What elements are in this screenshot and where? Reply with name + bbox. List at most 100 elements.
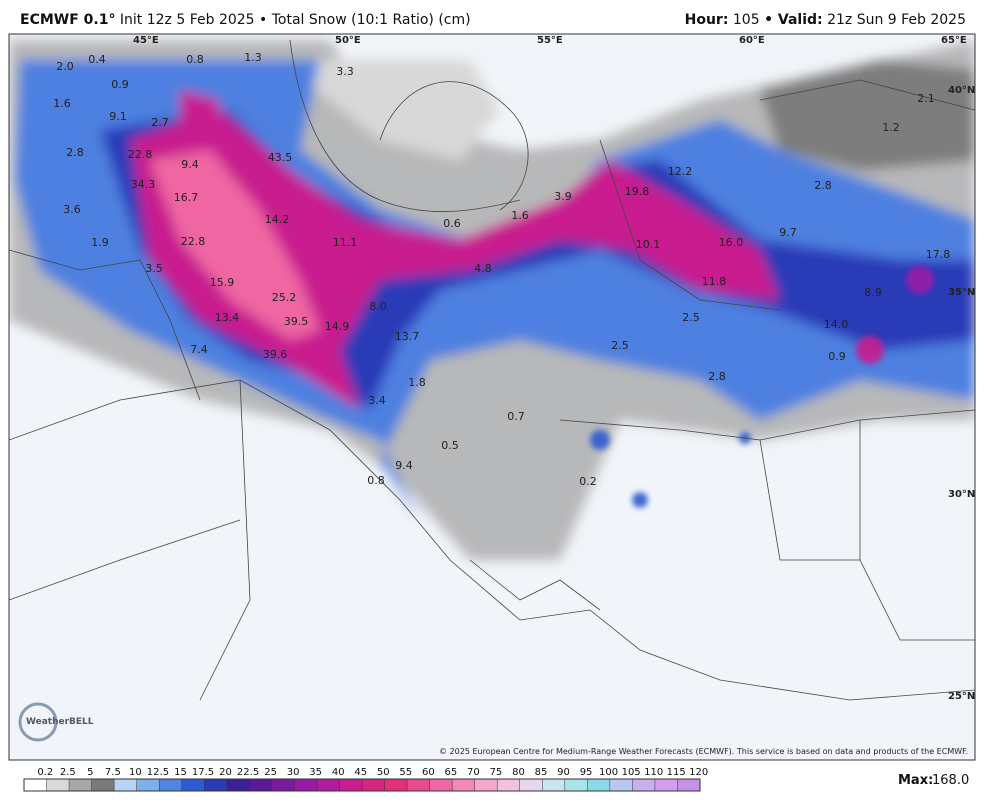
snow-label: 9.7 [779, 226, 797, 239]
colorbar-label: 30 [287, 767, 300, 778]
snow-label: 22.8 [181, 235, 206, 248]
snow-label: 1.2 [882, 121, 900, 134]
colorbar-swatch [632, 779, 656, 791]
colorbar-swatch [429, 779, 453, 791]
snow-label: 2.0 [56, 60, 74, 73]
colorbar-label: 70 [467, 767, 480, 778]
colorbar-label: 110 [644, 767, 663, 778]
colorbar-swatch [226, 779, 250, 791]
colorbar-label: 17.5 [192, 767, 214, 778]
snow-label: 2.8 [814, 179, 832, 192]
colorbar-swatch [69, 779, 93, 791]
snow-label: 1.6 [53, 97, 71, 110]
colorbar-label: 45 [354, 767, 367, 778]
colorbar-label: 7.5 [105, 767, 121, 778]
snow-label: 1.6 [511, 209, 529, 222]
snow-label: 3.9 [554, 190, 572, 203]
copyright: © 2025 European Centre for Medium-Range … [439, 747, 968, 756]
snow-label: 0.8 [367, 474, 385, 487]
colorbar-swatch [542, 779, 566, 791]
snow-label: 0.4 [88, 53, 106, 66]
lon-label: 60°E [739, 35, 765, 46]
snow-label: 3.6 [63, 203, 81, 216]
colorbar-swatch [474, 779, 498, 791]
colorbar-label: 22.5 [237, 767, 259, 778]
snow-label: 8.0 [369, 300, 387, 313]
colorbar-label: 80 [512, 767, 525, 778]
lat-label: 30°N [948, 489, 975, 500]
snow-label: 1.8 [408, 376, 426, 389]
snow-label: 2.5 [611, 339, 629, 352]
snow-label: 9.1 [109, 110, 127, 123]
colorbar-swatch [384, 779, 408, 791]
logo: WeatherBELL [18, 702, 94, 742]
colorbar-swatch [654, 779, 678, 791]
colorbar-label: 65 [444, 767, 457, 778]
colorbar-swatch [362, 779, 386, 791]
snow-field [9, 40, 975, 560]
colorbar-label: 40 [332, 767, 345, 778]
snow-label: 2.7 [151, 116, 169, 129]
snow-label: 17.8 [926, 248, 951, 261]
colorbar-swatch [159, 779, 183, 791]
snow-label: 0.7 [507, 410, 525, 423]
colorbar-label: 12.5 [147, 767, 169, 778]
snow-label: 3.4 [368, 394, 386, 407]
init: Init 12z 5 Feb 2025 [119, 12, 255, 28]
colorbar-swatch [24, 779, 48, 791]
product: • Total Snow (10:1 Ratio) (cm) [259, 12, 471, 28]
lon-label: 45°E [133, 35, 159, 46]
lat-label: 25°N [948, 691, 975, 702]
colorbar-swatch [407, 779, 431, 791]
colorbar-label: 15 [174, 767, 187, 778]
colorbar-swatch [294, 779, 318, 791]
colorbar-label: 120 [689, 767, 708, 778]
snow-label: 43.5 [268, 151, 293, 164]
colorbar-swatch [587, 779, 611, 791]
snow-label: 34.3 [131, 178, 156, 191]
snow-label: 13.7 [395, 330, 420, 343]
model: ECMWF 0.1° [20, 12, 116, 28]
colorbar-swatch [91, 779, 115, 791]
colorbar-label: 10 [129, 767, 142, 778]
lon-label: 55°E [537, 35, 563, 46]
snow-label: 0.5 [441, 439, 459, 452]
hour: 105 [732, 12, 760, 28]
snow-label: 0.8 [186, 53, 204, 66]
snow-label: 14.0 [824, 318, 849, 331]
snow-label: 22.8 [128, 148, 153, 161]
snow-label: 1.3 [244, 51, 262, 64]
colorbar-swatch [452, 779, 476, 791]
snow-label: 0.9 [828, 350, 846, 363]
colorbar-swatch [204, 779, 228, 791]
colorbar-label: 60 [422, 767, 435, 778]
colorbar-swatch [564, 779, 588, 791]
valid: 21z Sun 9 Feb 2025 [827, 12, 966, 28]
colorbar-swatch [181, 779, 205, 791]
snow-label: 19.8 [625, 185, 650, 198]
snow-label: 13.4 [215, 311, 240, 324]
colorbar-label: 0.2 [37, 767, 53, 778]
snow-label: 2.8 [66, 146, 84, 159]
lat-label: 40°N [948, 85, 975, 96]
snow-label: 0.6 [443, 217, 461, 230]
snow-label: 39.5 [284, 315, 309, 328]
colorbar-swatch [339, 779, 363, 791]
colorbar-label: 5 [87, 767, 93, 778]
snow-label: 15.9 [210, 276, 235, 289]
colorbar-label: 20 [219, 767, 232, 778]
colorbar-swatch [136, 779, 160, 791]
colorbar-swatch [519, 779, 543, 791]
colorbar-label: 85 [535, 767, 548, 778]
colorbar-label: 35 [309, 767, 322, 778]
header-left: ECMWF 0.1° Init 12z 5 Feb 2025 • Total S… [20, 12, 471, 28]
snow-label: 2.5 [682, 311, 700, 324]
colorbar-label: 105 [622, 767, 641, 778]
snow-label: 10.1 [636, 238, 661, 251]
colorbar-swatch [249, 779, 273, 791]
header-right: Hour: 105 • Valid: 21z Sun 9 Feb 2025 [685, 12, 966, 28]
snow-label: 1.9 [91, 236, 109, 249]
snow-label: 2.1 [917, 92, 935, 105]
colorbar-label: 55 [399, 767, 412, 778]
